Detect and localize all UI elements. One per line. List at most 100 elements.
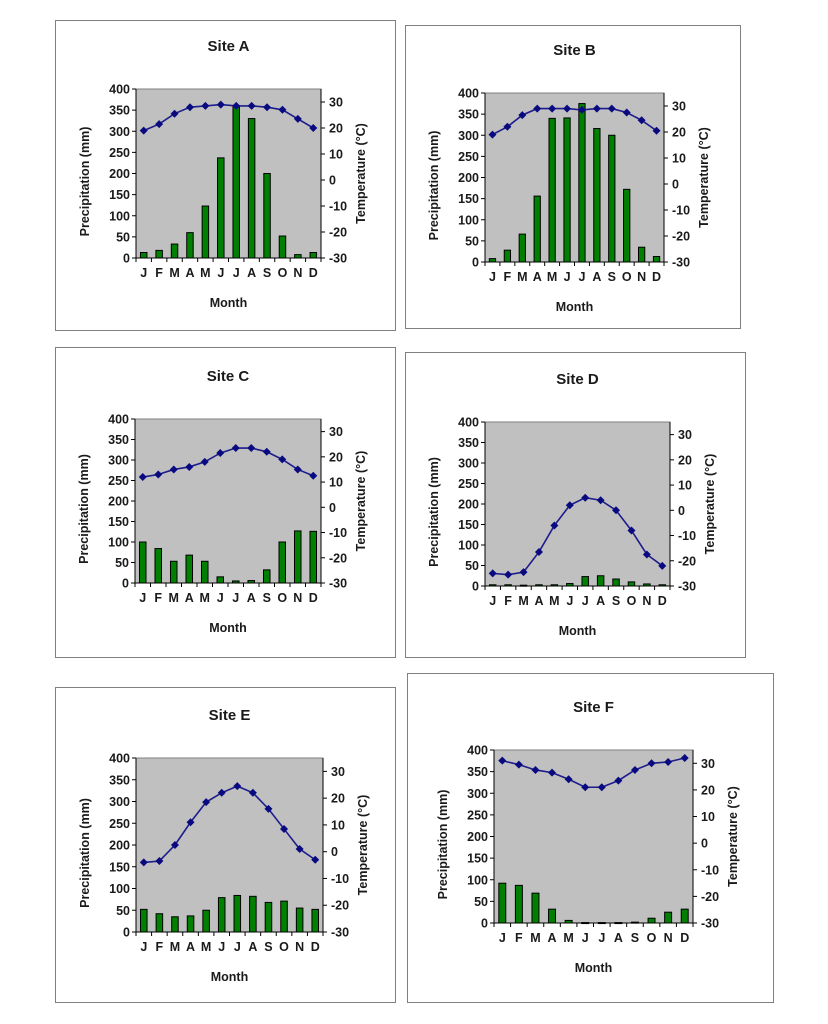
x-tick-label: J [582, 931, 589, 945]
temperature-marker [614, 776, 623, 785]
precipitation-bar [249, 895, 257, 933]
chart-panel-site-e: Site E 0 50 100 150 200 250 300 350 400 -30 -20 -10 0… [55, 687, 396, 1003]
y2-tick-label: -30 [678, 580, 696, 594]
temperature-marker [581, 493, 590, 502]
temperature-marker [280, 824, 289, 833]
x-tick-label: M [169, 591, 179, 605]
x-tick-label: N [293, 266, 302, 280]
y-tick-label: 250 [458, 150, 479, 164]
y2-tick-label: 30 [672, 100, 686, 114]
x-tick-label: M [547, 270, 557, 284]
y-tick-label: 50 [465, 559, 479, 573]
y2-tick-label: 30 [678, 428, 692, 442]
x-tick-label: N [664, 931, 673, 945]
y-tick-label: 50 [116, 904, 130, 918]
x-tick-label: J [140, 266, 147, 280]
temperature-marker [630, 765, 639, 774]
x-tick-label: M [200, 591, 210, 605]
y-axis-title: Precipitation (mm) [77, 454, 91, 564]
x-tick-label: F [156, 940, 164, 954]
precipitation-bar [627, 581, 636, 587]
y-tick-label: 0 [123, 252, 130, 266]
x-tick-label: J [566, 594, 573, 608]
y2-tick-label: -10 [329, 200, 347, 214]
climate-chart: Site D 0 50 100 150 200 250 300 350 400 -30 -20 -10 0… [427, 371, 717, 638]
precipitation-bar [578, 103, 586, 263]
temperature-marker [518, 111, 527, 120]
y2-tick-label: 20 [329, 122, 343, 136]
precipitation-bar [643, 583, 651, 587]
precipitation-bar [278, 541, 287, 584]
temperature-marker [311, 855, 320, 864]
x-tick-label: D [680, 931, 689, 945]
y-axis-title: Precipitation (mm) [427, 131, 441, 241]
y2-tick-label: -20 [329, 551, 347, 565]
precipitation-bar [309, 530, 318, 584]
y-tick-label: 350 [458, 436, 479, 450]
y2-tick-label: -20 [678, 554, 696, 568]
temperature-marker [155, 120, 164, 129]
precipitation-bar [597, 922, 606, 925]
precipitation-bar [247, 118, 256, 259]
temperature-marker [293, 465, 302, 474]
x-tick-label: J [564, 270, 571, 284]
x-axis-title: Month [211, 970, 248, 984]
temperature-marker [169, 465, 178, 474]
x-tick-label: A [533, 270, 542, 284]
temperature-marker [612, 506, 621, 515]
x-tick-label: D [652, 270, 661, 284]
y2-tick-label: 10 [329, 148, 343, 162]
x-axis-title: Month [209, 621, 246, 635]
precipitation-bar [170, 243, 179, 259]
y-tick-label: 150 [109, 860, 130, 874]
x-tick-label: A [247, 591, 256, 605]
precipitation-bar [535, 584, 543, 587]
temperature-marker [262, 447, 271, 456]
temperature-marker [642, 550, 651, 559]
temperature-marker [514, 760, 523, 769]
temperature-marker [295, 845, 304, 854]
x-tick-label: D [309, 591, 318, 605]
y-tick-label: 400 [458, 87, 479, 101]
y-tick-label: 0 [472, 256, 479, 270]
temperature-marker [216, 100, 225, 109]
precipitation-bar [519, 584, 528, 587]
climate-chart: Site E 0 50 100 150 200 250 300 350 400 -30 -20 -10 0… [78, 707, 370, 984]
temperature-line [143, 785, 316, 864]
precipitation-bar [247, 580, 256, 584]
y-tick-label: 100 [109, 882, 130, 896]
y2-tick-label: 20 [331, 792, 345, 806]
y2-tick-label: 30 [329, 96, 343, 110]
y-tick-label: 200 [108, 495, 129, 509]
chart-panel-site-f: Site F 0 50 100 150 200 250 300 350 400 -30 -20 -10 0… [407, 673, 774, 1003]
y-tick-label: 150 [467, 852, 488, 866]
x-tick-label: S [612, 594, 620, 608]
y-tick-label: 400 [458, 416, 479, 430]
y-tick-label: 150 [108, 515, 129, 529]
x-tick-label: M [518, 594, 528, 608]
precipitation-bar [233, 894, 242, 933]
x-tick-label: J [217, 266, 224, 280]
precipitation-bar [309, 252, 318, 259]
precipitation-bar [503, 249, 512, 263]
x-tick-label: J [499, 931, 506, 945]
y-tick-label: 150 [109, 188, 130, 202]
temperature-marker [597, 783, 606, 792]
x-tick-label: J [234, 940, 241, 954]
x-tick-label: D [311, 940, 320, 954]
x-tick-label: M [530, 931, 540, 945]
x-tick-label: A [548, 931, 557, 945]
y-tick-label: 200 [109, 167, 130, 181]
y2-tick-label: -20 [329, 226, 347, 240]
y-tick-label: 350 [108, 433, 129, 447]
precipitation-bar [232, 105, 240, 259]
temperature-marker [488, 569, 497, 578]
temperature-marker [278, 105, 287, 114]
y-tick-label: 300 [108, 454, 129, 468]
x-tick-label: M [563, 931, 573, 945]
temperature-marker [216, 449, 225, 458]
temperature-line [143, 103, 314, 132]
precipitation-bar [138, 541, 147, 584]
y-tick-label: 350 [109, 773, 130, 787]
temperature-marker [488, 130, 497, 139]
